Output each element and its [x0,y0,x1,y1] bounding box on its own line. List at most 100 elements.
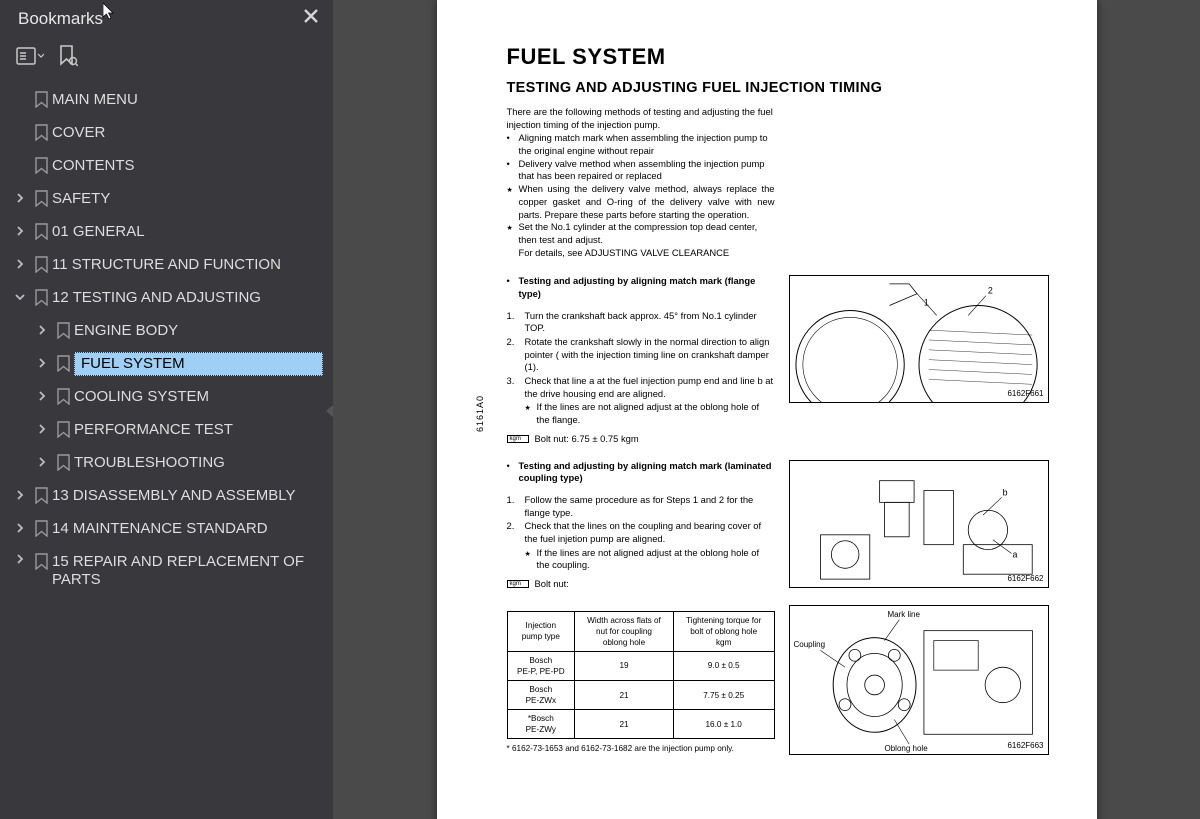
bookmark-label: 14 MAINTENANCE STANDARD [52,518,323,540]
bookmark-icon [30,223,52,240]
bookmark-label: 15 REPAIR AND REPLACEMENT OF PARTS [52,551,323,591]
bookmark-label: SAFETY [52,188,323,210]
table-cell: 21 [575,681,674,710]
figure-caption: 6162F663 [1007,741,1043,752]
intro-star: Set the No.1 cylinder at the compression… [507,221,775,246]
bolt-spec: Bolt nut: [507,578,775,591]
bookmark-icon [30,190,52,207]
table-cell: 9.0 ± 0.5 [673,651,774,680]
bookmark-item[interactable]: 12 TESTING AND ADJUSTING [0,281,333,314]
bookmark-item[interactable]: COVER [0,116,333,149]
table-cell: BoschPE-P, PE-PD [507,651,575,680]
pdf-page: 6161A0 FUEL SYSTEM TESTING AND ADJUSTING… [437,0,1097,819]
bookmark-item[interactable]: TROUBLESHOOTING [0,446,333,479]
bookmark-icon [30,157,52,174]
chevron-right-icon[interactable] [10,522,30,536]
bookmark-icon [30,553,52,570]
svg-text:a: a [1012,549,1017,559]
table-note: * 6162-73-1653 and 6162-73-1682 are the … [507,743,775,754]
bookmark-icon [52,388,74,405]
bookmark-label: ENGINE BODY [74,320,323,342]
pump-table: Injectionpump typeWidth across flats ofn… [507,611,775,740]
bookmark-item[interactable]: COOLING SYSTEM [0,380,333,413]
bookmark-item[interactable]: MAIN MENU [0,83,333,116]
table-header: Width across flats ofnut for couplingobl… [575,611,674,651]
bookmark-item[interactable]: FUEL SYSTEM [0,347,333,380]
table-cell: BoschPE-ZWx [507,681,575,710]
bookmark-item[interactable]: PERFORMANCE TEST [0,413,333,446]
step: 2.Rotate the crankshaft slowly in the no… [507,336,775,374]
bookmark-icon [52,454,74,471]
section-table: Injectionpump typeWidth across flats ofn… [507,605,1073,755]
chevron-right-icon[interactable] [10,192,30,206]
sidebar-title: Bookmarks [18,9,103,29]
step: 1.Follow the same procedure as for Steps… [507,494,775,519]
document-viewer: 6161A0 FUEL SYSTEM TESTING AND ADJUSTING… [333,0,1200,819]
bookmark-item[interactable]: 01 GENERAL [0,215,333,248]
intro-star: When using the delivery valve method, al… [507,183,775,221]
step: 3.Check that line a at the fuel injectio… [507,375,775,400]
svg-text:b: b [1002,487,1007,497]
chevron-right-icon[interactable] [32,423,52,437]
sidebar-options-icon[interactable] [16,46,44,66]
figure-2: b a 6162F662 [789,460,1049,588]
intro-bullet: •Aligning match mark when assembling the… [507,132,775,157]
chevron-right-icon[interactable] [32,324,52,338]
close-icon[interactable] [303,8,319,29]
figure-label: Mark line [888,610,920,621]
section-head: Testing and adjusting by aligning match … [519,460,775,485]
bookmark-label: MAIN MENU [52,89,323,111]
current-bookmark-icon[interactable] [58,45,78,67]
intro-bullet: •Delivery valve method when assembling t… [507,158,775,183]
bookmark-item[interactable]: 14 MAINTENANCE STANDARD [0,512,333,545]
bookmark-item[interactable]: 11 STRUCTURE AND FUNCTION [0,248,333,281]
chevron-right-icon[interactable] [32,390,52,404]
chevron-down-icon[interactable] [10,291,30,305]
table-cell: 16.0 ± 1.0 [673,710,774,739]
page-side-code: 6161A0 [475,395,485,432]
doc-h2: TESTING AND ADJUSTING FUEL INJECTION TIM… [507,80,1073,96]
figure-label: Oblong hole [885,744,928,755]
step: 1.Turn the crankshaft back approx. 45° f… [507,310,775,335]
bolt-spec: Bolt nut: 6.75 ± 0.75 kgm [507,433,775,446]
bookmark-item[interactable]: 15 REPAIR AND REPLACEMENT OF PARTS [0,545,333,597]
chevron-right-icon[interactable] [32,357,52,371]
section-flange: •Testing and adjusting by aligning match… [507,275,1073,445]
bookmark-label: COOLING SYSTEM [74,386,323,408]
bookmark-label: COVER [52,122,323,144]
table-row: BoschPE-P, PE-PD199.0 ± 0.5 [507,651,774,680]
bookmark-label: 13 DISASSEMBLY AND ASSEMBLY [52,485,323,507]
table-header: Injectionpump type [507,611,575,651]
section-laminated: •Testing and adjusting by aligning match… [507,460,1073,591]
chevron-right-icon[interactable] [10,258,30,272]
torque-icon [507,435,529,443]
table-row: BoschPE-ZWx217.75 ± 0.25 [507,681,774,710]
bookmark-label: 01 GENERAL [52,221,323,243]
bookmark-icon [30,487,52,504]
bookmark-label: CONTENTS [52,155,323,177]
bookmark-label: 12 TESTING AND ADJUSTING [52,287,323,309]
chevron-right-icon[interactable] [32,456,52,470]
section-head: Testing and adjusting by aligning match … [519,275,775,300]
chevron-right-icon[interactable] [10,553,30,567]
bookmark-icon [30,289,52,306]
doc-h1: FUEL SYSTEM [507,44,1073,70]
bookmark-item[interactable]: ENGINE BODY [0,314,333,347]
chevron-right-icon[interactable] [10,225,30,239]
bookmarks-sidebar: Bookmarks MAIN MENU COVER CONTENTS SAFETY 01… [0,0,333,819]
figure-1: 1 2 6162F661 [789,275,1049,403]
bookmark-icon [30,520,52,537]
bookmark-item[interactable]: 13 DISASSEMBLY AND ASSEMBLY [0,479,333,512]
chevron-right-icon[interactable] [10,489,30,503]
bookmark-icon [30,124,52,141]
bookmark-label: PERFORMANCE TEST [74,419,323,441]
bookmark-icon [52,322,74,339]
table-row: *BoschPE-ZWy2116.0 ± 1.0 [507,710,774,739]
bookmarks-tree: MAIN MENU COVER CONTENTS SAFETY 01 GENERAL 11… [0,79,333,819]
table-cell: *BoschPE-ZWy [507,710,575,739]
intro-tail: For details, see ADJUSTING VALVE CLEARAN… [507,247,775,260]
bookmark-icon [30,91,52,108]
figure-caption: 6162F662 [1007,574,1043,585]
bookmark-item[interactable]: SAFETY [0,182,333,215]
bookmark-item[interactable]: CONTENTS [0,149,333,182]
